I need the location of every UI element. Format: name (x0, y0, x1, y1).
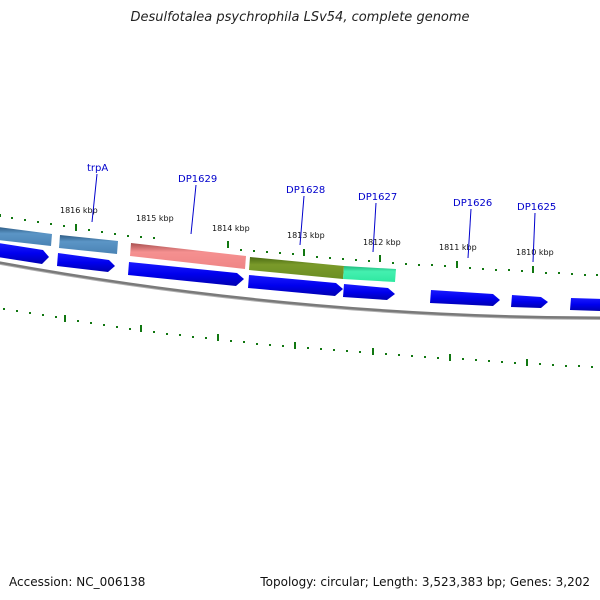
cds-arrow[interactable] (128, 262, 244, 286)
feature-bar[interactable] (343, 266, 396, 282)
gene-label-dp1627[interactable]: DP1627 (358, 192, 397, 203)
kbp-label: 1814 kbp (212, 224, 250, 233)
kbp-label: 1813 kbp (287, 231, 325, 240)
kbp-label: 1810 kbp (516, 248, 554, 257)
cds-arrow[interactable] (57, 253, 115, 272)
gene-label-dp1625[interactable]: DP1625 (517, 202, 556, 213)
kbp-label: 1811 kbp (439, 243, 477, 252)
map-title: Desulfotalea psychrophila LSv54, complet… (130, 10, 470, 25)
feature-bar[interactable] (0, 227, 52, 246)
accession-label: Accession: NC_006138 (9, 575, 146, 589)
kbp-label: 1816 kbp (60, 206, 98, 215)
gene-label-dp1626[interactable]: DP1626 (453, 198, 492, 209)
gene-label-trpa[interactable]: trpA (87, 163, 108, 174)
cds-arrow[interactable] (570, 298, 600, 311)
gene-labels: trpA DP1629 DP1628 DP1627 DP1626 DP1625 (87, 163, 556, 213)
cds-arrow[interactable] (430, 290, 500, 306)
cds-arrow[interactable] (248, 275, 343, 296)
feature-bar[interactable] (59, 235, 118, 254)
feature-bar[interactable] (249, 257, 344, 279)
kbp-labels: 1816 kbp 1815 kbp 1814 kbp 1813 kbp 1812… (60, 206, 554, 257)
inner-tick-ring (3, 308, 593, 368)
gene-label-leaders (91, 173, 536, 263)
feature-bar[interactable] (130, 243, 246, 269)
kbp-label: 1812 kbp (363, 238, 401, 247)
gene-label-dp1629[interactable]: DP1629 (178, 174, 217, 185)
genome-backbone (0, 261, 600, 320)
gene-label-dp1628[interactable]: DP1628 (286, 185, 325, 196)
cds-arrow[interactable] (343, 284, 395, 300)
genome-summary: Topology: circular; Length: 3,523,383 bp… (260, 575, 590, 589)
feature-track (0, 227, 396, 282)
outer-tick-ring (0, 214, 598, 276)
cds-arrow[interactable] (511, 295, 548, 308)
cds-track (0, 243, 600, 311)
kbp-label: 1815 kbp (136, 214, 174, 223)
cds-arrow[interactable] (0, 243, 49, 264)
